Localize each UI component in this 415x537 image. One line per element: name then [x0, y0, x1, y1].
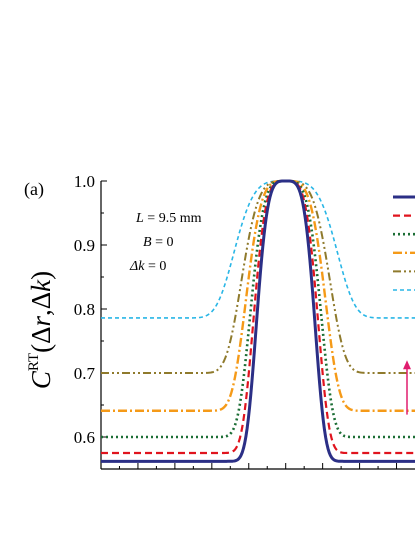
annotation-field: B = 0 — [143, 235, 173, 250]
annotation-delta-k: Δk = 0 — [129, 259, 166, 274]
y-tick-label: 0.6 — [74, 428, 95, 447]
annotation-length: L = 9.5 mm — [135, 211, 202, 226]
series-line-6 — [101, 180, 415, 319]
curves — [100, 179, 415, 463]
y-tick-label: 0.8 — [74, 300, 95, 319]
y-tick-label: 0.9 — [74, 236, 95, 255]
trend-arrow — [403, 360, 411, 415]
series-line-2 — [101, 179, 415, 455]
arrow-head — [403, 360, 411, 370]
axes: 0.6 0.7 0.8 0.9 1.0 — [74, 172, 415, 470]
series-line-1 — [100, 179, 415, 463]
y-tick-label: 0.7 — [74, 364, 96, 383]
y-axis-label: CRT(Δr,Δk) — [26, 271, 56, 389]
panel-label: (a) — [24, 179, 44, 200]
y-tick-label: 1.0 — [74, 172, 95, 191]
series-line-4 — [101, 179, 415, 412]
series-line-5 — [101, 180, 415, 374]
svg-text:CRT(Δr,Δk): CRT(Δr,Δk) — [26, 271, 56, 389]
